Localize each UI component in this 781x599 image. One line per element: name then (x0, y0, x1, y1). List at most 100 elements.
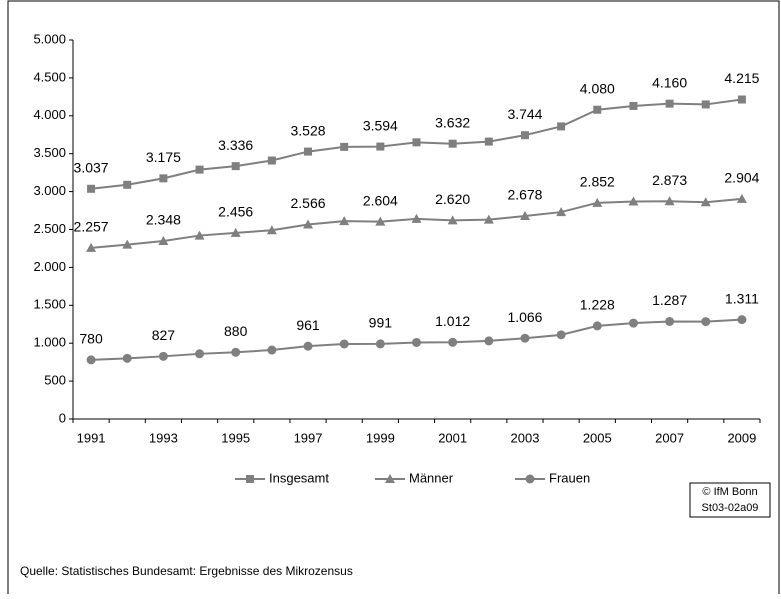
marker (303, 219, 314, 229)
marker (375, 339, 385, 349)
value-label: 1.311 (725, 290, 759, 306)
marker (557, 122, 566, 131)
y-tick-label: 3.500 (33, 145, 66, 160)
x-tick-label: 1993 (149, 430, 178, 445)
x-tick-label: 2003 (511, 430, 540, 445)
marker (700, 197, 711, 207)
value-label: 2.348 (146, 212, 181, 228)
value-label: 991 (369, 315, 393, 331)
value-label: 4.160 (652, 74, 687, 90)
source: Quelle: Statistisches Bundesamt: Ergebni… (20, 564, 353, 578)
chart-frame (7, 0, 780, 599)
marker (194, 230, 205, 240)
marker (339, 216, 350, 226)
value-label: 3.594 (363, 117, 398, 133)
value-label: 1.012 (435, 313, 470, 329)
marker (376, 142, 385, 151)
marker (736, 193, 747, 203)
marker (664, 196, 675, 206)
value-label: 2.852 (580, 174, 615, 190)
marker (592, 197, 603, 207)
value-label: 827 (152, 327, 176, 343)
marker (385, 474, 395, 483)
marker (266, 225, 277, 235)
marker (86, 242, 97, 252)
x-tick-label: 2007 (655, 430, 684, 445)
marker (448, 337, 458, 347)
x-tick-label: 2005 (583, 430, 612, 445)
marker (483, 214, 494, 224)
marker (520, 333, 530, 343)
x-tick-label: 1991 (77, 430, 106, 445)
marker (628, 196, 639, 206)
marker (158, 351, 168, 361)
value-label: 3.336 (218, 137, 253, 153)
marker (231, 347, 241, 357)
marker (375, 216, 386, 226)
y-tick-label: 2.000 (33, 259, 66, 274)
chart-id: St03-02a09 (702, 502, 759, 514)
marker (484, 137, 493, 146)
x-tick-label: 2001 (438, 430, 467, 445)
value-label: 3.528 (291, 122, 326, 138)
marker (122, 353, 132, 363)
value-label: 3.744 (507, 106, 542, 122)
value-label: 3.037 (74, 159, 109, 175)
marker (304, 147, 313, 156)
marker (448, 139, 457, 148)
x-tick-label: 1997 (294, 430, 323, 445)
marker (701, 100, 710, 109)
value-label: 1.287 (652, 292, 687, 308)
marker (556, 207, 567, 217)
y-tick-label: 3.000 (33, 183, 66, 198)
marker (303, 341, 313, 351)
value-label: 1.066 (507, 309, 542, 325)
marker (628, 318, 638, 328)
y-tick-label: 1.500 (33, 297, 66, 312)
value-label: 880 (224, 323, 248, 339)
marker (86, 355, 96, 365)
legend-label: Frauen (549, 470, 590, 485)
y-tick-label: 0 (59, 410, 66, 425)
value-label: 3.175 (146, 149, 181, 165)
marker (593, 105, 602, 114)
marker (484, 336, 494, 346)
marker (246, 475, 254, 483)
marker (412, 337, 421, 347)
marker (411, 213, 422, 223)
value-label: 780 (79, 331, 103, 347)
marker (629, 101, 638, 110)
value-label: 3.632 (435, 114, 470, 130)
series-line (90, 197, 743, 249)
value-label: 2.678 (507, 187, 542, 203)
x-tick-label: 2009 (727, 430, 756, 445)
marker (737, 315, 747, 325)
y-tick-label: 4.000 (33, 107, 66, 122)
marker (520, 131, 529, 140)
value-label: 4.215 (724, 70, 759, 86)
marker (737, 95, 746, 104)
legend-label: Insgesamt (269, 470, 329, 485)
value-label: 2.257 (74, 219, 109, 235)
copyright: © IfM Bonn (702, 486, 757, 498)
marker (159, 174, 168, 183)
value-label: 4.080 (580, 80, 615, 96)
y-tick-label: 1.000 (33, 335, 66, 350)
marker (556, 330, 566, 340)
marker (87, 184, 96, 193)
y-tick-label: 2.500 (33, 221, 66, 236)
marker (525, 474, 535, 484)
value-label: 2.620 (435, 191, 470, 207)
marker (123, 180, 132, 189)
marker (665, 316, 675, 326)
marker (340, 142, 349, 151)
marker (519, 211, 530, 221)
x-tick-label: 1995 (221, 430, 250, 445)
value-label: 961 (296, 317, 320, 333)
marker (665, 99, 674, 108)
copyright-box (689, 482, 771, 518)
marker (447, 215, 458, 225)
value-label: 2.566 (291, 195, 326, 211)
